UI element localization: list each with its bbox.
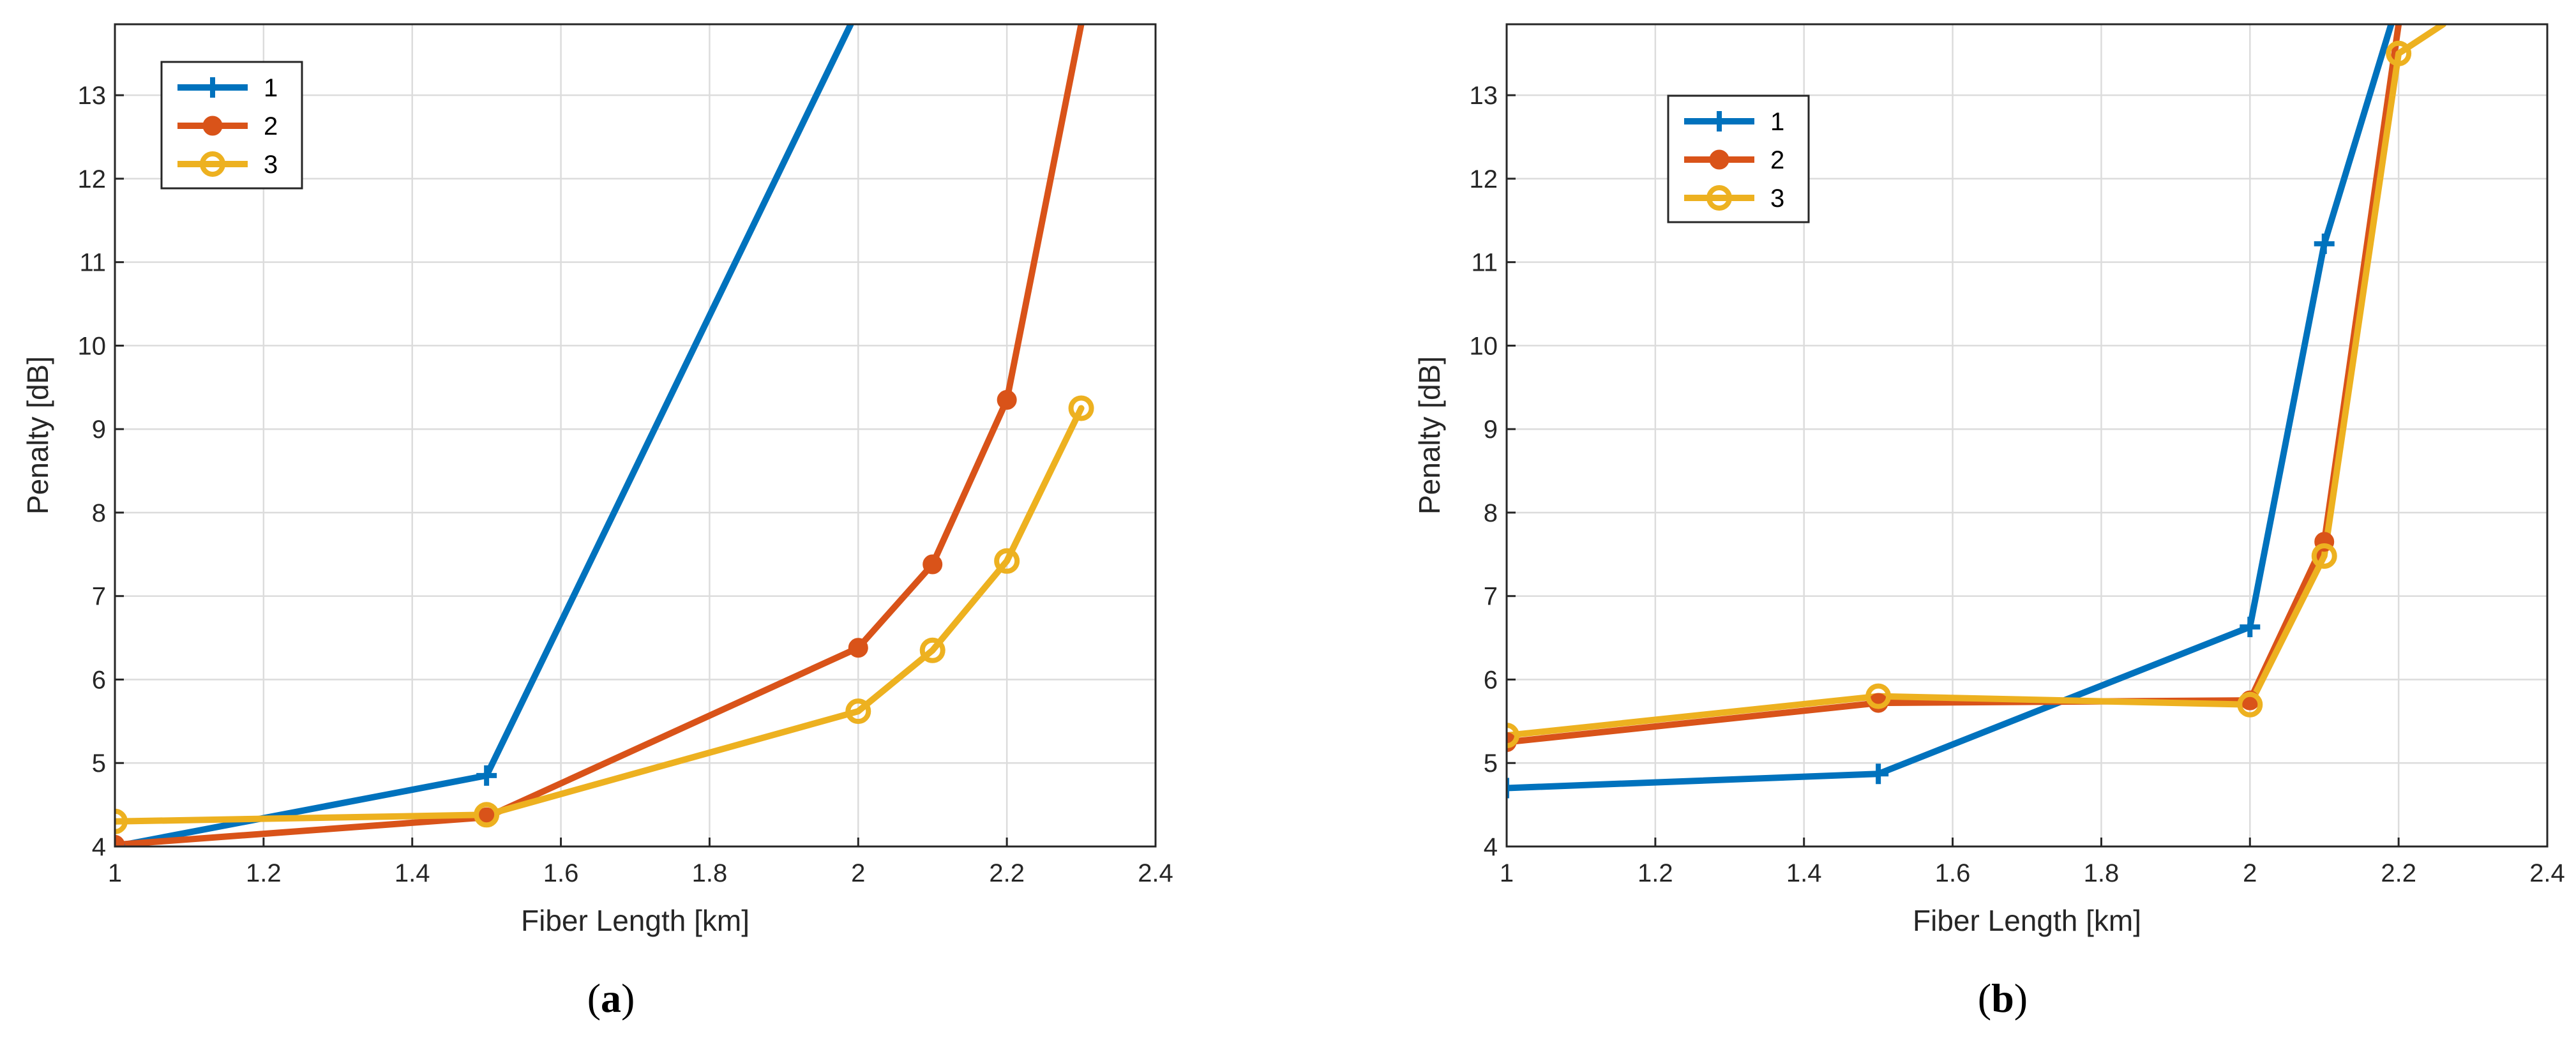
x-axis-label: Fiber Length [km] [521, 904, 749, 937]
data-point-series-3 [994, 548, 1020, 574]
x-tick-label: 2.2 [2381, 859, 2416, 887]
legend-marker-3 [200, 151, 225, 177]
y-tick-label: 12 [1470, 165, 1498, 193]
axes-box [1505, 23, 2549, 848]
legend-marker-2 [1709, 149, 1729, 170]
x-tick-label: 1.4 [1786, 859, 1822, 887]
legend-label-1: 1 [1770, 108, 1784, 136]
legend-marker-1 [202, 77, 223, 98]
y-tick-label: 7 [1484, 583, 1498, 611]
axes-box [114, 23, 1157, 848]
x-tick-label: 1.8 [692, 859, 728, 887]
y-tick-label: 8 [92, 499, 106, 527]
data-point-series-3 [115, 808, 128, 834]
x-tick-label: 2 [2243, 859, 2257, 887]
x-tick-label: 1.6 [1935, 859, 1971, 887]
x-tick-label: 1.2 [246, 859, 282, 887]
x-tick-label: 1.8 [2084, 859, 2120, 887]
y-tick-label: 11 [79, 249, 106, 277]
x-tick-label: 2 [851, 859, 865, 887]
y-tick-label: 6 [92, 666, 106, 694]
y-tick-label: 9 [1484, 416, 1498, 444]
y-tick-label: 5 [1484, 749, 1498, 778]
data-point-series-2 [115, 834, 125, 846]
data-point-series-3 [845, 698, 871, 725]
y-tick-label: 6 [1484, 666, 1498, 694]
data-point-series-3 [919, 637, 945, 663]
legend-label-2: 2 [264, 112, 278, 140]
data-point-series-2 [923, 554, 943, 575]
x-tick-label: 1 [108, 859, 122, 887]
y-tick-label: 8 [1484, 499, 1498, 527]
legend: 1 2 3 [160, 61, 303, 190]
plot-area [1507, 24, 2446, 799]
x-tick-label: 1.4 [395, 859, 430, 887]
legend-label-2: 2 [1770, 146, 1784, 174]
data-point-series-3 [1507, 723, 1519, 749]
chart-panel-a: 1 1.2 1.4 1.6 1.8 2 2.2 2.445678910111213Fiber … [21, 23, 1173, 937]
legend: 1 2 3 [1667, 94, 1810, 223]
x-tick-label: 2.2 [989, 859, 1025, 887]
data-point-series-3 [1865, 683, 1892, 709]
panel-label-b: (b) [1978, 975, 2028, 1021]
legend-marker-2 [202, 116, 223, 136]
x-tick-label: 1 [1500, 859, 1514, 887]
data-point-series-3 [2311, 543, 2337, 569]
y-tick-label: 4 [1484, 833, 1498, 861]
y-tick-label: 9 [92, 416, 106, 444]
legend-label-3: 3 [1770, 184, 1784, 213]
data-point-series-3 [2386, 40, 2412, 66]
y-tick-label: 7 [92, 583, 106, 611]
data-point-series-1 [1868, 763, 1889, 785]
data-point-series-3 [2237, 691, 2263, 718]
data-point-series-1 [476, 765, 497, 786]
legend-label-1: 1 [264, 74, 278, 102]
y-tick-label: 5 [92, 749, 106, 778]
y-axis-label: Penalty [dB] [1413, 356, 1446, 515]
x-tick-label: 2.4 [2529, 859, 2565, 887]
series-line-3 [115, 405, 1085, 825]
panel-label-a: (a) [587, 975, 635, 1021]
x-tick-label: 1.2 [1638, 859, 1673, 887]
data-point-series-2 [848, 638, 868, 658]
data-point-series-3 [474, 802, 500, 828]
x-tick-label: 2.4 [1138, 859, 1173, 887]
chart-panel-b: 1 1.2 1.4 1.6 1.8 2 2.2 2.445678910111213Fiber … [1413, 23, 2565, 937]
x-tick-label: 1.6 [543, 859, 579, 887]
y-tick-label: 4 [92, 833, 106, 861]
y-tick-label: 10 [1470, 332, 1498, 360]
series-line-2 [115, 24, 1085, 846]
y-tick-label: 13 [78, 82, 107, 110]
y-axis-label: Penalty [dB] [21, 356, 54, 515]
data-point-series-2 [997, 389, 1017, 410]
data-point-series-1 [2240, 617, 2261, 638]
legend-marker-1 [1709, 111, 1729, 132]
y-tick-label: 10 [78, 332, 107, 360]
data-point-series-1 [1507, 778, 1517, 799]
data-point-series-1 [2314, 233, 2335, 254]
data-point-series-3 [1068, 395, 1094, 421]
y-tick-label: 12 [78, 165, 107, 193]
legend-marker-3 [1706, 185, 1732, 211]
x-axis-label: Fiber Length [km] [1913, 904, 2141, 937]
y-tick-label: 11 [1471, 249, 1498, 277]
legend-label-3: 3 [264, 151, 278, 179]
y-tick-label: 13 [1470, 82, 1498, 110]
plot-area [115, 24, 1094, 846]
